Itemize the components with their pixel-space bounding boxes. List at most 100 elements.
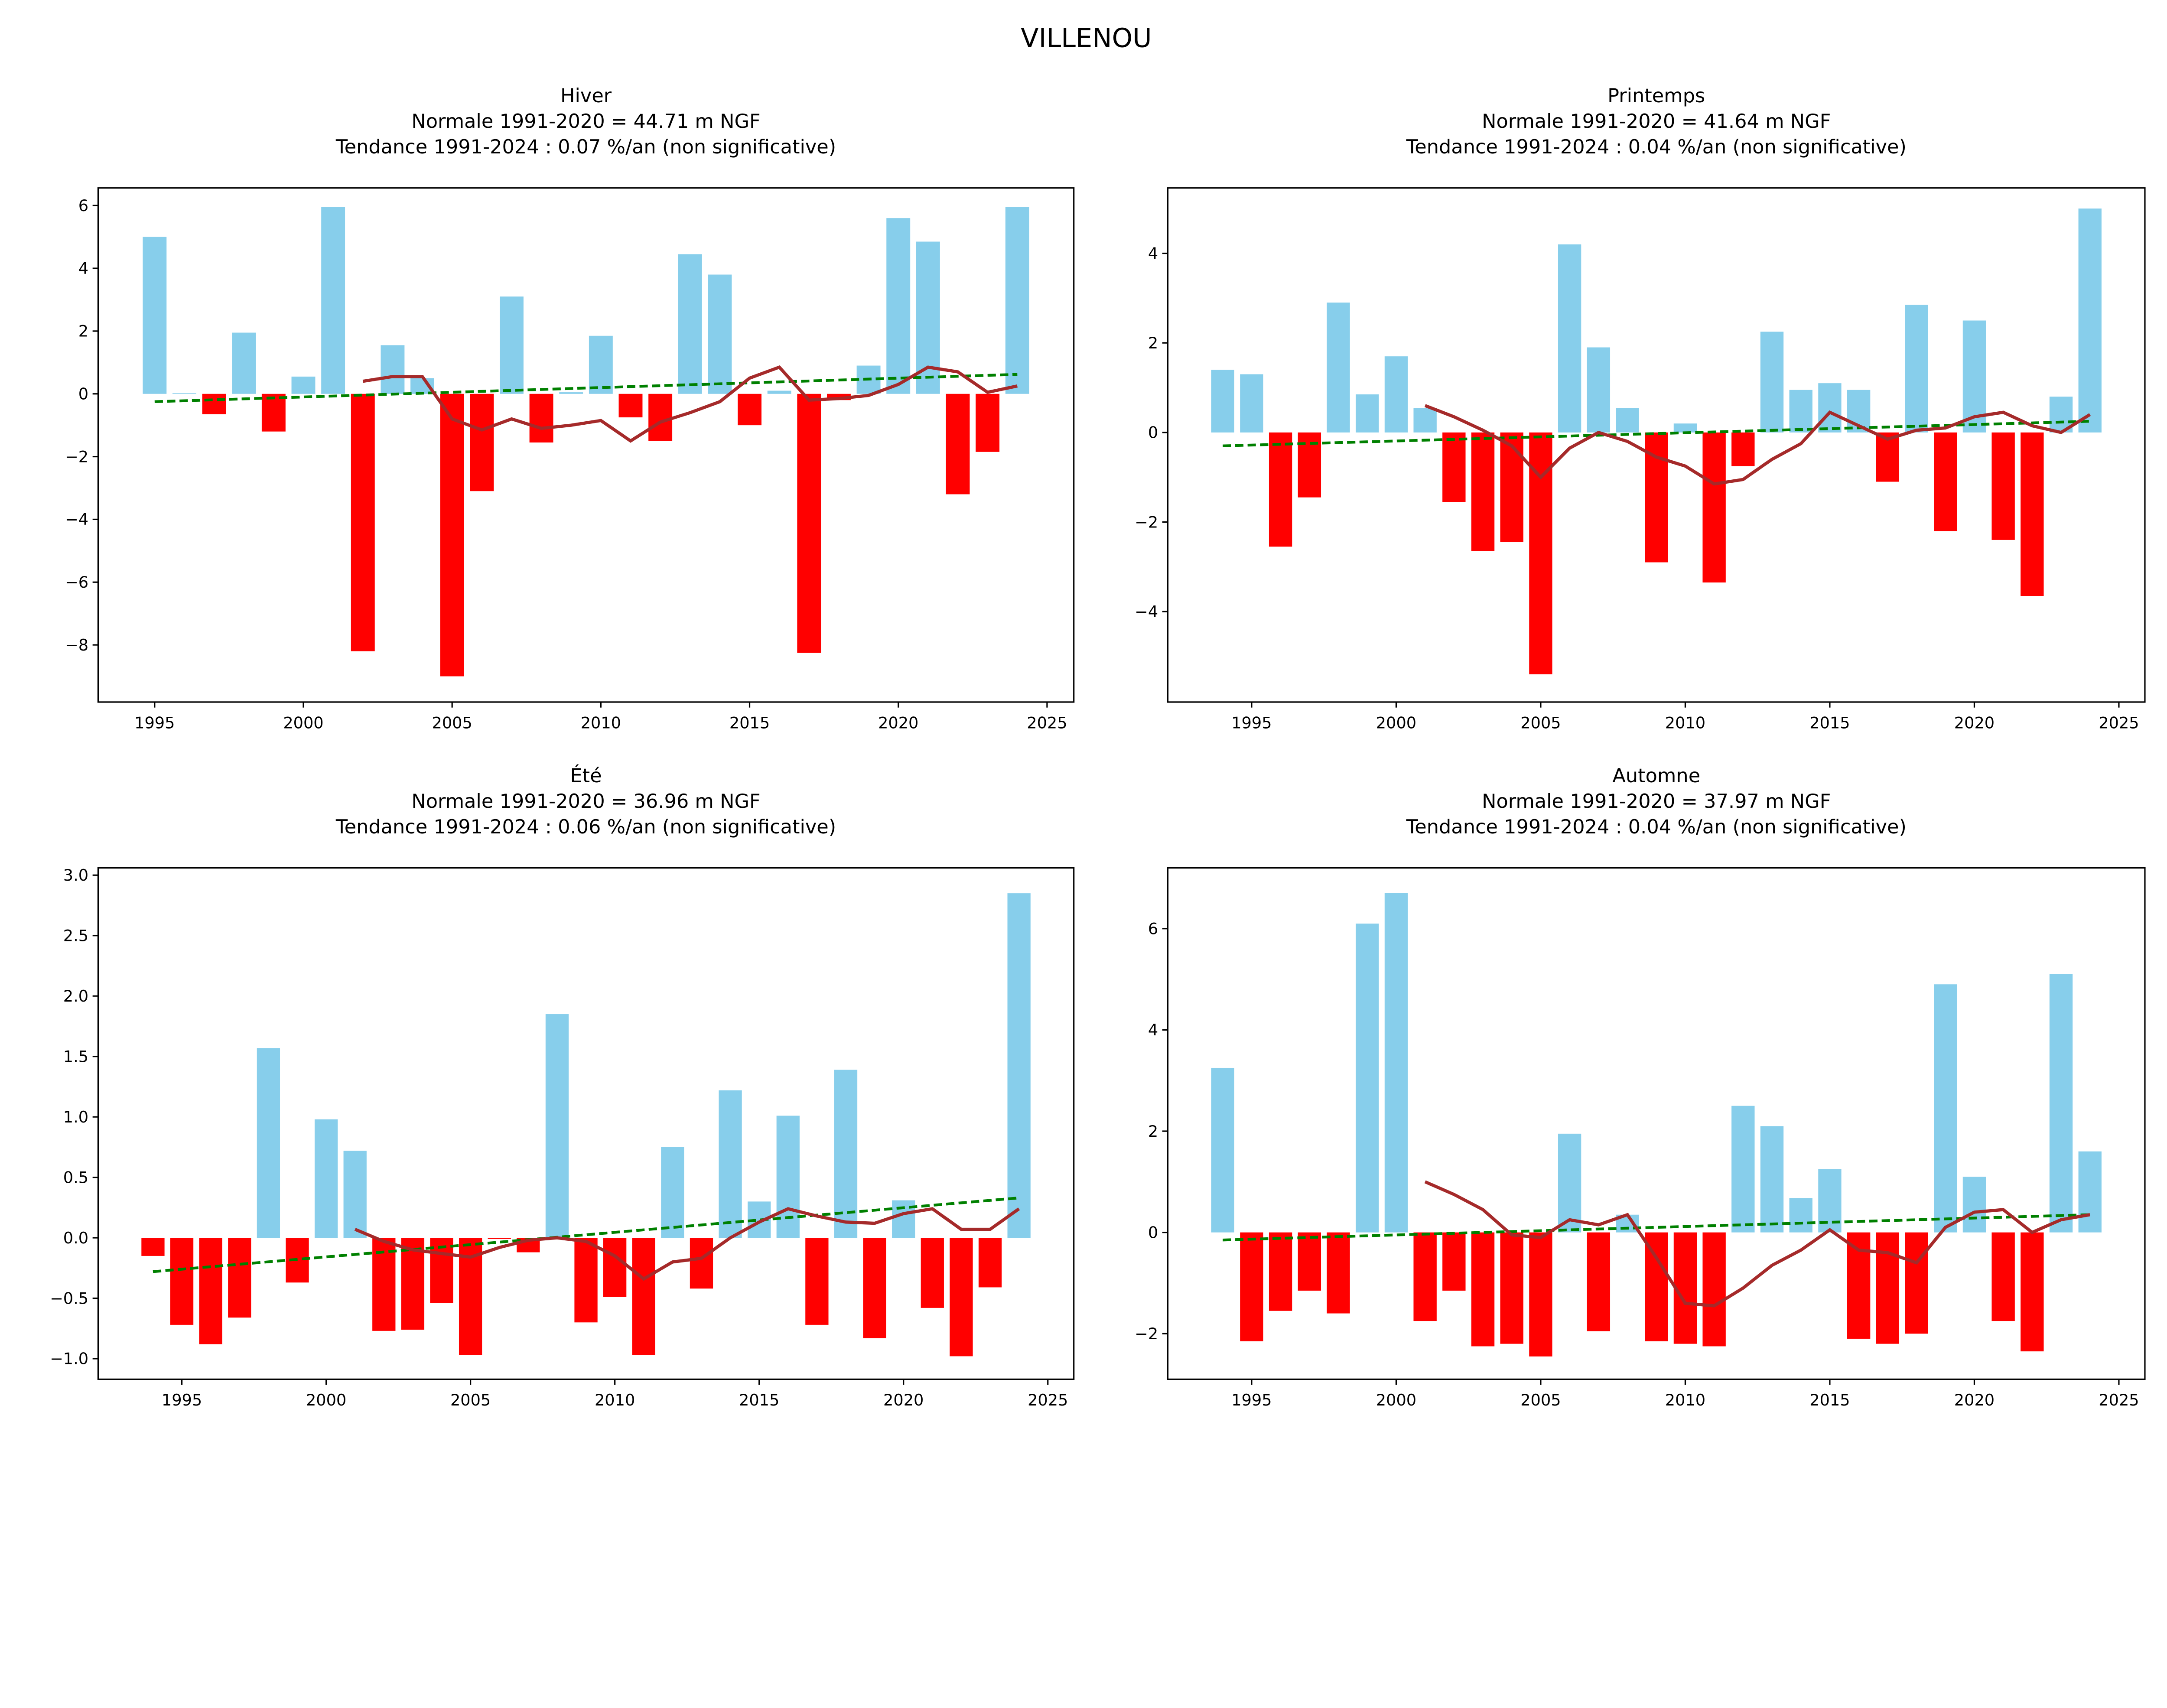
bar <box>1356 394 1379 433</box>
bar <box>1731 432 1755 466</box>
subplot-title-line: Normale 1991-2020 = 41.64 m NGF <box>1482 110 1831 133</box>
y-tick-label: 2 <box>78 322 88 341</box>
bar <box>1413 408 1437 433</box>
x-tick-label: 2020 <box>878 713 918 732</box>
subplot-title-line: Normale 1991-2020 = 36.96 m NGF <box>411 790 760 813</box>
bar <box>1356 924 1379 1233</box>
y-tick-label: −6 <box>65 573 88 592</box>
bar <box>351 394 375 651</box>
bar <box>1005 207 1029 394</box>
x-tick-label: 2005 <box>450 1391 491 1409</box>
bar <box>1702 1232 1726 1347</box>
bar <box>618 394 643 418</box>
x-tick-label: 2025 <box>1027 713 1067 732</box>
bar <box>1905 305 1928 433</box>
bar <box>257 1048 280 1238</box>
x-tick-label: 2015 <box>1809 1391 1850 1409</box>
axes-frame <box>1167 867 2146 1380</box>
subplot-title-line: Tendance 1991-2024 : 0.04 %/an (non sign… <box>1406 816 1907 838</box>
x-tick-label: 1995 <box>1231 1391 1272 1409</box>
bar <box>1298 1232 1321 1291</box>
bar <box>648 394 673 441</box>
bar <box>767 390 791 394</box>
bar <box>661 1147 684 1238</box>
y-tick-label: 1.0 <box>63 1108 88 1126</box>
y-tick-label: 6 <box>1148 919 1158 938</box>
subplot-4: Automne Normale 1991-2020 = 37.97 m NGF Te… <box>1135 765 2146 1409</box>
subplot-title-line: Automne <box>1612 765 1700 787</box>
bar <box>1905 1232 1928 1334</box>
trend-line <box>154 373 1018 403</box>
bar <box>1007 893 1031 1238</box>
moving-average-line <box>1424 1180 2090 1308</box>
y-tick-label: −1.0 <box>50 1350 88 1368</box>
x-tick-label: 2020 <box>883 1391 924 1409</box>
y-tick-label: 2.5 <box>63 927 88 945</box>
x-tick-label: 1995 <box>1231 713 1272 732</box>
subplot-title-line: Normale 1991-2020 = 37.97 m NGF <box>1482 790 1831 813</box>
subplot-2: Printemps Normale 1991-2020 = 41.64 m NGF… <box>1135 85 2146 732</box>
bar <box>202 394 226 414</box>
x-tick-label: 2005 <box>1520 713 1561 732</box>
y-tick-label: 4 <box>78 259 88 278</box>
bar <box>1962 1177 1986 1233</box>
bar <box>1760 332 1784 433</box>
bar <box>834 1070 858 1238</box>
x-tick-label: 2015 <box>739 1391 779 1409</box>
x-tick-label: 2010 <box>1665 713 1705 732</box>
bar <box>141 1238 165 1256</box>
x-tick-label: 2025 <box>1028 1391 1068 1409</box>
bar <box>976 394 1000 452</box>
bar <box>1731 1106 1755 1233</box>
bar <box>1442 432 1466 502</box>
bar <box>1934 432 1957 531</box>
y-tick-label: 0 <box>1148 423 1158 442</box>
bar <box>1269 1232 1292 1311</box>
bar <box>1934 984 1957 1233</box>
subplot-title-line: Hiver <box>560 85 612 107</box>
bar <box>978 1238 1002 1288</box>
bar <box>2021 432 2044 596</box>
bar <box>678 254 702 394</box>
bar <box>1673 423 1697 433</box>
bar <box>574 1238 598 1323</box>
bar <box>1211 1067 1234 1233</box>
x-tick-label: 2025 <box>2099 713 2139 732</box>
trend-line <box>1223 1213 2090 1242</box>
y-tick-label: −2 <box>1135 513 1158 531</box>
bar <box>499 296 524 394</box>
y-tick-label: 4 <box>1148 244 1158 263</box>
bar <box>1673 1232 1697 1344</box>
figure: VILLENOU Hiver Normale 1991-2020 = 44.71 … <box>50 23 2146 1409</box>
bar <box>261 394 286 432</box>
subplot-title-line: Tendance 1991-2024 : 0.07 %/an (non sign… <box>335 136 836 158</box>
bar <box>1529 432 1552 674</box>
y-tick-label: 2 <box>1148 334 1158 352</box>
moving-average-line <box>1424 404 2091 486</box>
bar <box>1442 1232 1466 1291</box>
bar <box>603 1238 627 1297</box>
bar <box>1240 1232 1263 1341</box>
bar <box>1471 1232 1495 1347</box>
axes-frame <box>97 187 1075 703</box>
x-tick-label: 2005 <box>1520 1391 1561 1409</box>
y-tick-label: −4 <box>65 510 88 529</box>
x-tick-label: 2005 <box>432 713 472 732</box>
subplot-title-line: Tendance 1991-2024 : 0.04 %/an (non sign… <box>1406 136 1907 158</box>
bar <box>1616 408 1639 433</box>
bar <box>1789 1198 1812 1233</box>
bar <box>1991 1232 2015 1321</box>
bar <box>1384 893 1408 1233</box>
bar <box>1500 432 1523 543</box>
bar <box>1413 1232 1437 1321</box>
y-tick-label: −4 <box>1135 602 1158 621</box>
bar <box>2021 1232 2044 1352</box>
bar <box>143 237 167 394</box>
bar <box>1269 432 1292 547</box>
x-tick-label: 2015 <box>1809 713 1850 732</box>
y-tick-label: −8 <box>65 636 88 654</box>
bar <box>559 392 583 394</box>
subplot-title-line: Tendance 1991-2024 : 0.06 %/an (non sign… <box>335 816 836 838</box>
bar <box>1384 356 1408 433</box>
bar <box>1876 1232 1900 1344</box>
